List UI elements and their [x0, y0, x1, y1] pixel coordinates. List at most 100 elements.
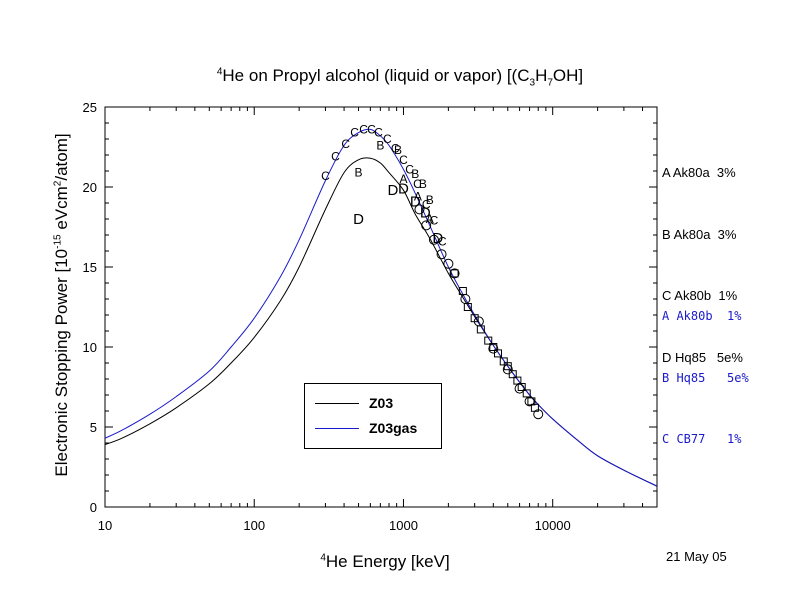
reference-item: D Hq85 5e% [662, 349, 743, 365]
y-axis-label: Electronic Stopping Power [10-15 eVcm2/a… [52, 133, 72, 476]
data-point-letter-c: C [422, 198, 431, 212]
data-point-letter-d: D [398, 181, 409, 198]
data-point-circle [414, 204, 425, 215]
data-point-letter-c: C [341, 137, 350, 151]
data-point-circle [443, 258, 454, 269]
legend-label-z03gas: Z03gas [369, 420, 418, 436]
x-tick-label: 10 [98, 518, 112, 533]
data-point-circle [449, 268, 460, 279]
data-point-square [513, 376, 522, 385]
reference-item: C CB77 1% [662, 432, 742, 446]
y-tick-label: 10 [83, 340, 97, 355]
data-point-square [450, 269, 459, 278]
data-point-square [493, 349, 502, 358]
data-point-circle [428, 234, 439, 245]
data-point-letter-d: D [420, 205, 431, 222]
y-tick-label: 0 [90, 500, 97, 515]
x-tick-label: 1000 [389, 518, 418, 533]
data-point-letter-a: A [399, 172, 407, 186]
data-point-square [522, 389, 531, 398]
date-stamp: 21 May 05 [666, 549, 727, 564]
data-point-letter-c: C [399, 153, 408, 167]
data-point-square [517, 383, 526, 391]
data-point-circle [502, 364, 513, 375]
chart-title: 4He on Propyl alcohol (liquid or vapor) … [0, 66, 800, 88]
reference-item: B Hq85 5e% [662, 370, 749, 385]
data-point-letter-c: C [331, 150, 340, 164]
ylabel-pre: Electronic Stopping Power [10 [52, 248, 71, 477]
data-point-letter-c: C [359, 122, 368, 136]
data-point-letter-c: C [383, 132, 392, 146]
y-tick-label: 25 [83, 100, 97, 115]
ylabel-post: /atom] [52, 133, 71, 181]
data-point-letter-c: C [438, 234, 447, 248]
data-point-letter-c: C [430, 214, 439, 228]
axis-tick-labels: 10 100 1000 10000 0 5 10 15 20 25 [83, 100, 571, 533]
axis-ticks [104, 106, 658, 508]
data-point-circle [436, 249, 447, 260]
data-point-letter-d: D [353, 211, 364, 228]
data-point-square [458, 287, 467, 295]
data-point-letter-b: B [411, 167, 419, 181]
ylabel-mid: eVcm [52, 186, 71, 235]
data-point-letter-c: C [367, 122, 376, 136]
data-point-letter-a: A [426, 212, 434, 226]
reference-list-blue: A Ak80b 1% B Hq85 5e% C CB77 1% [662, 265, 749, 470]
legend-item-z03gas: Z03gas [315, 418, 417, 438]
data-point-letter-b: B [426, 193, 434, 207]
reference-list-black: A Ak80a 3% B Ak80a 3% C Ak80b 1% D Hq85 … [662, 122, 743, 389]
reference-item: A Ak80b 1% [662, 309, 742, 323]
data-point-letter-b: B [394, 143, 402, 157]
data-point-letter-b: B [419, 177, 427, 191]
y-tick-label: 5 [90, 420, 97, 435]
data-point-square [489, 343, 498, 351]
data-point-letter-d: D [388, 182, 399, 199]
title-sub-7: 7 [547, 77, 553, 89]
title-isotope-sup: 4 [216, 66, 223, 78]
data-point-square [470, 314, 479, 323]
data-point-circle [421, 220, 432, 231]
data-point-square [530, 403, 539, 412]
data-point-letter-b: B [376, 138, 384, 152]
data-point-letter-c: C [374, 126, 383, 140]
ylabel-exp: -15 [52, 234, 64, 249]
data-point-letter-d: D [410, 193, 421, 210]
data-point-square [484, 336, 493, 345]
data-point-square [503, 362, 512, 371]
legend-swatch-z03gas [315, 427, 359, 429]
title-mid: H [535, 66, 548, 85]
x-axis-label: 4He Energy [keV] [320, 552, 449, 572]
data-point-square [499, 357, 508, 366]
x-tick-label: 10000 [535, 518, 571, 533]
title-tail: OH] [552, 66, 584, 85]
data-point-square [463, 303, 472, 311]
legend-label-z03: Z03 [369, 395, 394, 411]
ylabel-sq: 2 [52, 180, 64, 187]
data-point-letter-c: C [321, 169, 330, 183]
y-tick-label: 20 [83, 180, 97, 195]
legend-swatch-z03 [315, 402, 359, 404]
data-point-letter-b: B [355, 166, 363, 180]
xlabel-sup: 4 [320, 552, 326, 564]
title-main: He on Propyl alcohol (liquid or vapor) [… [222, 66, 530, 85]
reference-item: B Ak80a 3% [662, 226, 737, 242]
data-point-square [476, 325, 485, 334]
legend-item-z03: Z03 [315, 393, 393, 413]
x-tick-label: 100 [243, 518, 265, 533]
data-point-letter-a: A [414, 190, 422, 204]
xlabel-main: He Energy [keV] [325, 552, 450, 571]
data-point-circle [514, 383, 525, 394]
data-point-letter-c: C [350, 126, 359, 140]
plot-frame [104, 106, 658, 508]
title-sub-3: 3 [529, 77, 536, 89]
data-point-letter-c: C [413, 177, 422, 191]
data-point-circle [488, 343, 499, 354]
data-point-square [508, 370, 517, 379]
data-point-letter-c: C [405, 162, 414, 176]
reference-item: A Ak80a 3% [662, 165, 736, 180]
legend: Z03 Z03gas [304, 383, 442, 449]
data-point-letter-c: C [391, 142, 400, 156]
reference-item: C Ak80b 1% [662, 288, 738, 303]
